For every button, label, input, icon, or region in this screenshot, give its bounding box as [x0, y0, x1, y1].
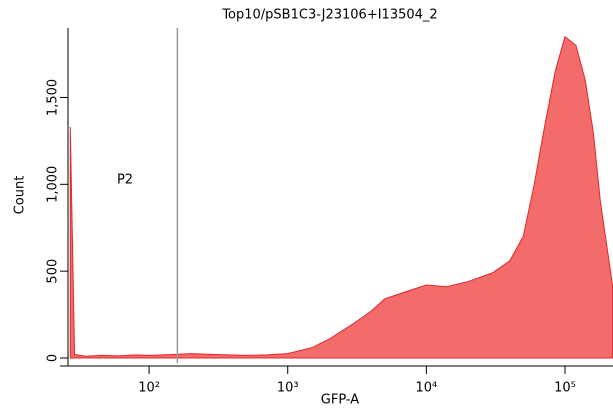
y-axis-label: Count	[13, 176, 28, 215]
x-tick-label: 10⁵	[554, 381, 576, 396]
y-tick-label: 0	[46, 354, 61, 362]
x-tick-label: 10³	[277, 381, 299, 396]
y-tick-label: 1,500	[46, 79, 61, 116]
y-tick-label: 500	[46, 259, 61, 284]
x-tick-label: 10²	[138, 381, 160, 396]
histogram-area	[69, 35, 613, 359]
x-tick-label: 10⁴	[415, 381, 437, 396]
x-axis-label: GFP-A	[321, 393, 360, 408]
y-tick-label: 1,000	[46, 166, 61, 203]
gate-label: P2	[117, 173, 133, 188]
chart-title: Top10/pSB1C3-J23106+I13504_2	[221, 8, 437, 23]
